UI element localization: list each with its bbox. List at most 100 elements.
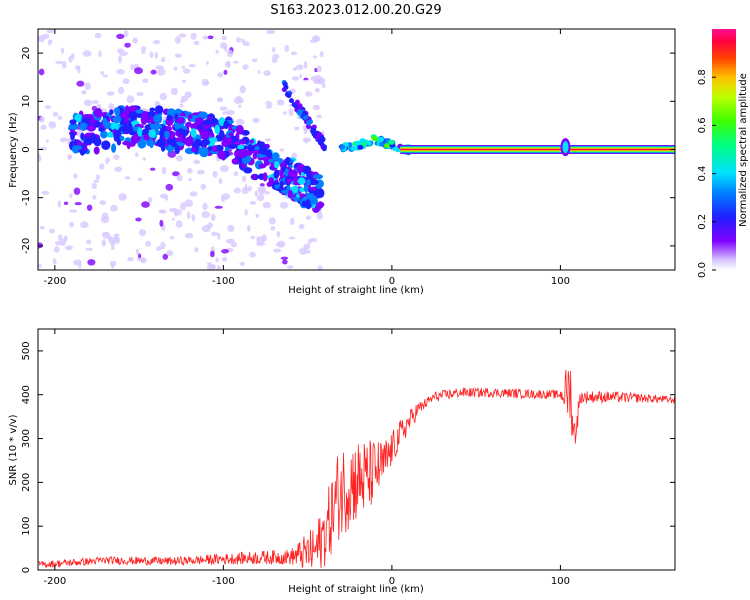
spectrogram-blob	[187, 263, 193, 270]
spectrogram-blob	[54, 240, 63, 246]
spectrogram-blob	[160, 241, 166, 250]
spectrogram-blob	[306, 250, 311, 254]
spectrogram-blob	[135, 152, 139, 157]
spectrogram-trend-blob	[160, 143, 166, 152]
spectrogram-trend-blob	[176, 122, 184, 129]
spectrogram-blob	[191, 214, 196, 222]
spectrogram-blob	[49, 228, 55, 234]
spectrogram-blob	[57, 200, 62, 208]
spectrogram-trend-blob	[120, 120, 126, 126]
spectrogram-trend-blob	[194, 139, 200, 149]
spectrogram-blob	[63, 201, 69, 205]
spectrogram-blob	[116, 33, 125, 40]
spectrogram-blob	[110, 204, 118, 212]
spectrogram-blob	[60, 137, 67, 143]
spectrogram-trend-blob	[80, 132, 85, 141]
spectrogram-trend-blob	[82, 114, 92, 119]
spectrogram-blob	[266, 29, 276, 35]
spectrogram-trend-blob	[293, 197, 300, 202]
spectrogram-blob	[188, 177, 192, 182]
spectrogram-ridge-blob	[371, 136, 378, 142]
spectrogram-blob	[249, 200, 257, 205]
spectrogram-blob	[124, 176, 131, 180]
spectrogram-blob	[176, 174, 183, 182]
spectrogram-blob	[299, 247, 308, 255]
spectrogram-trend-blob	[124, 105, 130, 116]
spectrogram-blob	[298, 223, 305, 230]
x-tick-label: -200	[44, 276, 67, 287]
spectrogram-blob	[175, 98, 179, 105]
spectrogram-trend-blob	[100, 130, 108, 139]
spectrogram-blob	[68, 154, 72, 161]
spectrogram-blob	[55, 60, 63, 64]
spectrogram-blob	[222, 111, 230, 115]
spectrogram-trend-blob	[167, 144, 173, 154]
spectrogram-trend-blob	[306, 179, 311, 186]
spectrogram-trend-blob	[98, 126, 105, 132]
spectrogram-blob	[184, 232, 194, 239]
spectrogram-trend-blob	[128, 111, 138, 120]
spectrogram-blob	[52, 258, 57, 265]
spectrogram-blob	[282, 111, 287, 115]
spectrogram-trend-blob	[70, 131, 75, 141]
spectrogram-blob	[91, 182, 97, 190]
spectrogram-blob	[142, 157, 147, 161]
spectrogram-blob	[187, 167, 193, 174]
spectrogram-blob	[159, 92, 168, 101]
spectrogram-blob	[157, 68, 166, 76]
spectrogram-trend-blob	[287, 189, 293, 199]
spectrogram-blob	[305, 215, 312, 220]
spectrogram-blob	[201, 224, 211, 233]
spectrogram-streak-blob	[289, 98, 294, 104]
spectrogram-trend-blob	[149, 138, 154, 149]
spectrogram-blob	[212, 170, 218, 178]
spectrogram-trend-blob	[163, 130, 170, 139]
spectrogram-blob	[122, 78, 130, 85]
spectrogram-blob	[115, 236, 120, 245]
spectrogram-blob	[270, 226, 276, 231]
spectrogram-blob	[273, 36, 278, 42]
spectrogram-blob	[98, 50, 102, 58]
spectrogram-trend-blob	[175, 137, 185, 142]
spectrogram-trend-blob	[305, 199, 311, 208]
spectrogram-blob	[242, 41, 250, 47]
y-tick-label: 200	[21, 473, 32, 492]
spectrogram-trend-blob	[239, 148, 248, 158]
spectrogram-spike-core	[562, 141, 569, 154]
spectrogram-blob	[282, 259, 288, 265]
spectrogram-blob	[82, 50, 92, 57]
spectrogram-streak-blob	[294, 99, 300, 105]
spectrogram-trend-blob	[137, 138, 147, 149]
spectrogram-blob	[286, 265, 294, 269]
spectrogram-blob	[202, 35, 208, 40]
spectrogram-blob	[288, 108, 294, 116]
spectrogram-blob	[312, 104, 320, 111]
spectrogram-blob	[204, 81, 210, 85]
spectrogram-blob	[141, 50, 146, 54]
spectrogram-trend-blob	[86, 124, 96, 132]
spectrogram-trend-blob	[199, 147, 209, 158]
spectrogram-blob	[94, 32, 102, 39]
spectrogram-trend-blob	[302, 165, 312, 175]
spectrogram-blob	[39, 116, 45, 123]
spectrogram-blob	[99, 163, 105, 170]
spectrogram-blob	[41, 33, 50, 39]
spectrogram-blob	[226, 49, 234, 58]
spectrogram-blob	[172, 171, 180, 177]
spectrogram-blob	[113, 233, 120, 237]
spectrogram-trend-blob	[190, 123, 198, 130]
spectrogram-trend-blob	[287, 170, 297, 178]
spectrogram-trend-blob	[101, 140, 111, 150]
spectrogram-blob	[46, 29, 55, 34]
y-tick-label: -10	[21, 190, 32, 206]
spectrogram-blob	[239, 261, 246, 266]
spectrogram-trend-blob	[183, 130, 189, 137]
spectrogram-blob	[219, 106, 228, 111]
spectrogram-blob	[184, 199, 194, 207]
spectrogram-blob	[110, 239, 116, 247]
spectrogram-blob	[279, 148, 285, 152]
spectrogram-blob	[276, 101, 285, 106]
spectrogram-trend-blob	[73, 139, 78, 146]
spectrogram-blob	[145, 240, 152, 247]
spectrogram-blob	[73, 259, 82, 266]
